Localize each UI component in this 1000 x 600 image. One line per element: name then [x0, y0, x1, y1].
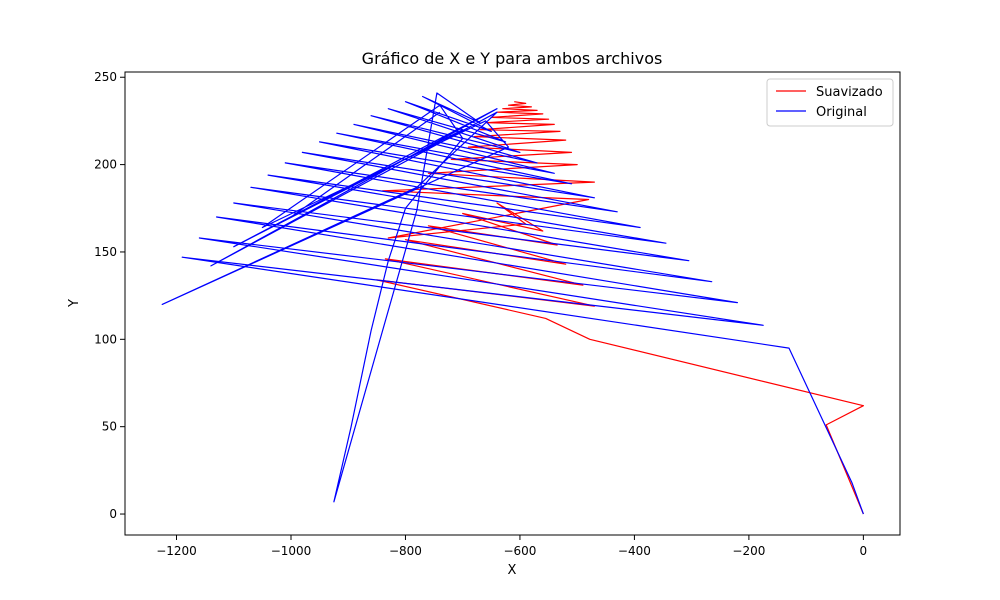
y-tick-label: 50 — [102, 420, 117, 434]
legend-label-suavizado: Suavizado — [816, 85, 883, 100]
x-tick-label: −800 — [389, 544, 422, 558]
x-tick-label: −600 — [503, 544, 536, 558]
x-tick-label: −400 — [618, 544, 651, 558]
x-axis-ticks: −1200 −1000 −800 −600 −400 −200 0 — [156, 535, 867, 558]
x-tick-label: −1000 — [271, 544, 312, 558]
legend-label-original: Original — [816, 105, 867, 120]
plot-area — [161, 92, 865, 515]
y-axis-label: Y — [67, 299, 82, 308]
y-tick-label: 200 — [94, 158, 117, 172]
plot-frame — [124, 71, 901, 536]
x-tick-label: −200 — [732, 544, 765, 558]
x-tick-label: 0 — [860, 544, 868, 558]
y-tick-label: 250 — [94, 70, 117, 84]
legend: Suavizado Original — [766, 78, 894, 127]
series-line-suavizado — [376, 101, 865, 515]
y-tick-label: 0 — [109, 507, 117, 521]
y-axis-ticks: 0 50 100 150 200 250 — [94, 70, 125, 521]
chart-title: Gráfico de X e Y para ambos archivos — [362, 49, 663, 68]
x-tick-label: −1200 — [156, 544, 197, 558]
y-tick-label: 100 — [94, 332, 117, 346]
series-line-original — [161, 92, 864, 515]
x-axis-label: X — [508, 563, 517, 578]
y-tick-label: 150 — [94, 245, 117, 259]
